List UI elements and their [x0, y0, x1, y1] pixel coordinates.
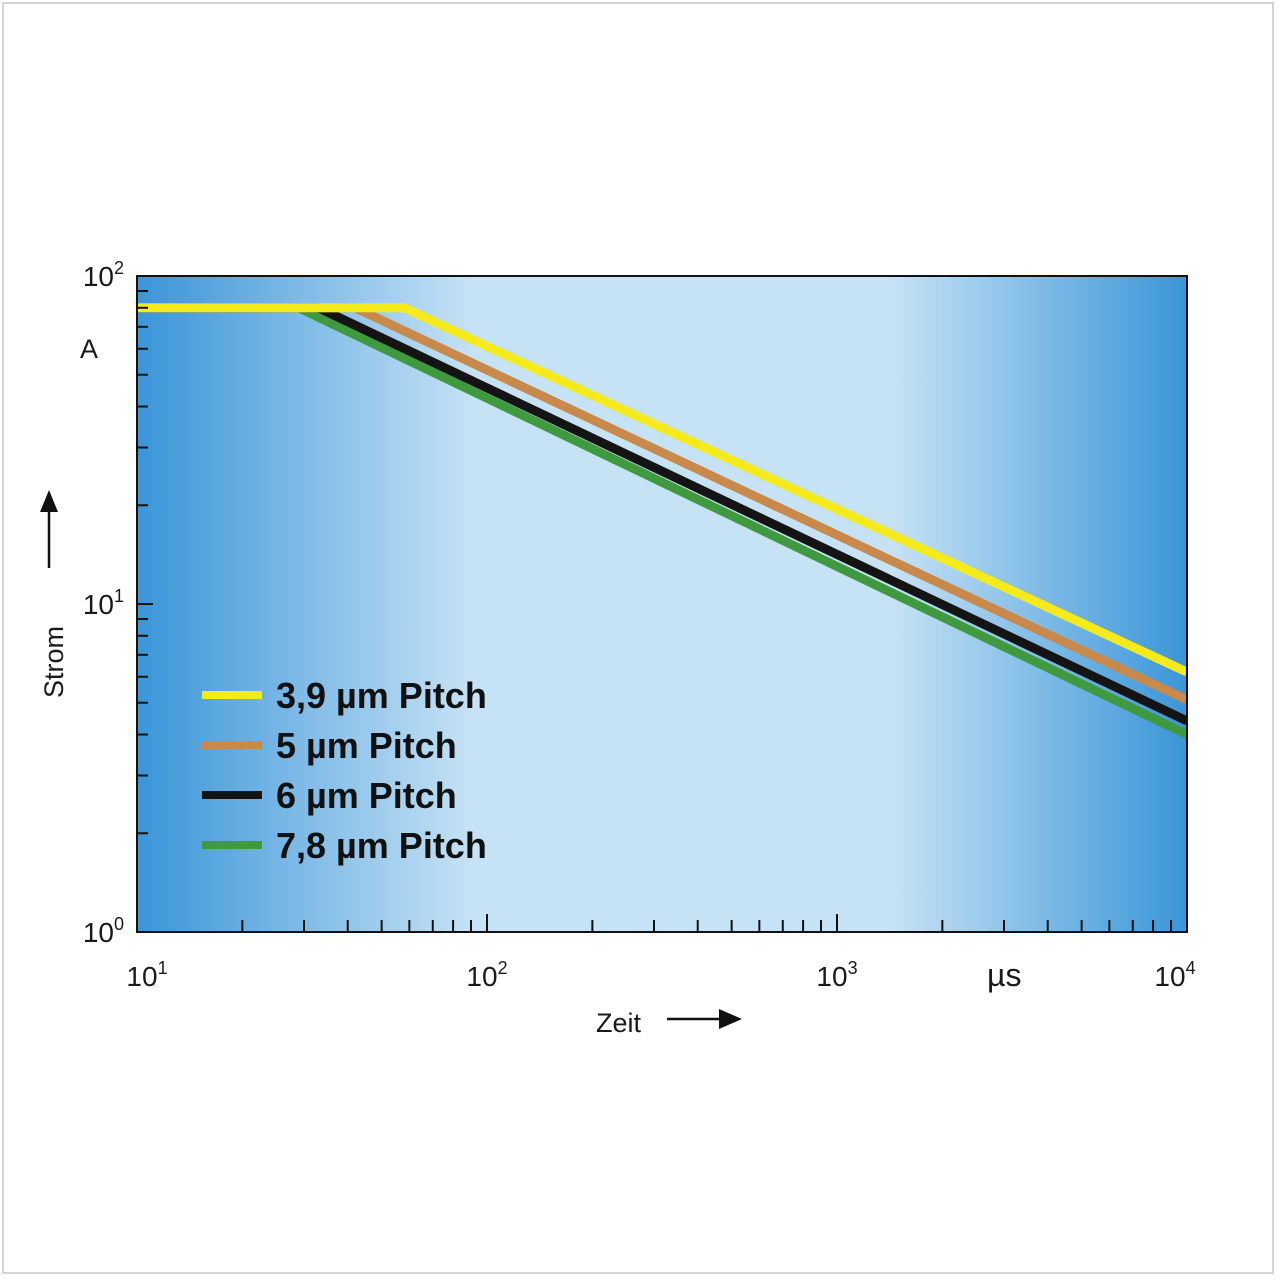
x-axis-arrow-head: [719, 1009, 742, 1029]
x-unit-label: µs: [987, 957, 1021, 993]
plot-area-background: [137, 276, 1187, 932]
y-tick-label: 100: [83, 914, 124, 948]
x-axis-title: Zeit: [596, 1008, 642, 1038]
series-layer: [137, 303, 1187, 739]
x-tick-label: 102: [466, 958, 507, 992]
legend-label: 6 µm Pitch: [276, 775, 457, 816]
legend-label: 7,8 µm Pitch: [276, 825, 487, 866]
y-unit-label: A: [80, 334, 98, 364]
x-tick-label: 101: [126, 958, 167, 992]
y-axis-arrow-head: [40, 490, 58, 512]
y-tick-label: 101: [83, 586, 124, 620]
plot-area-border: [136, 275, 1188, 933]
series-line: [137, 303, 1187, 677]
y-tick-labels: 100 101 102: [83, 258, 124, 948]
x-tick-label: 104: [1154, 958, 1195, 992]
legend: 3,9 µm Pitch 5 µm Pitch 6 µm Pitch 7,8 µm P…: [202, 675, 487, 866]
y-axis-title: Strom: [39, 626, 69, 698]
legend-label: 5 µm Pitch: [276, 725, 457, 766]
legend-label: 3,9 µm Pitch: [276, 675, 487, 716]
y-tick-label: 102: [83, 258, 124, 292]
x-tick-labels: 101 102 103 104: [126, 958, 1195, 992]
x-tick-label: 103: [816, 958, 857, 992]
